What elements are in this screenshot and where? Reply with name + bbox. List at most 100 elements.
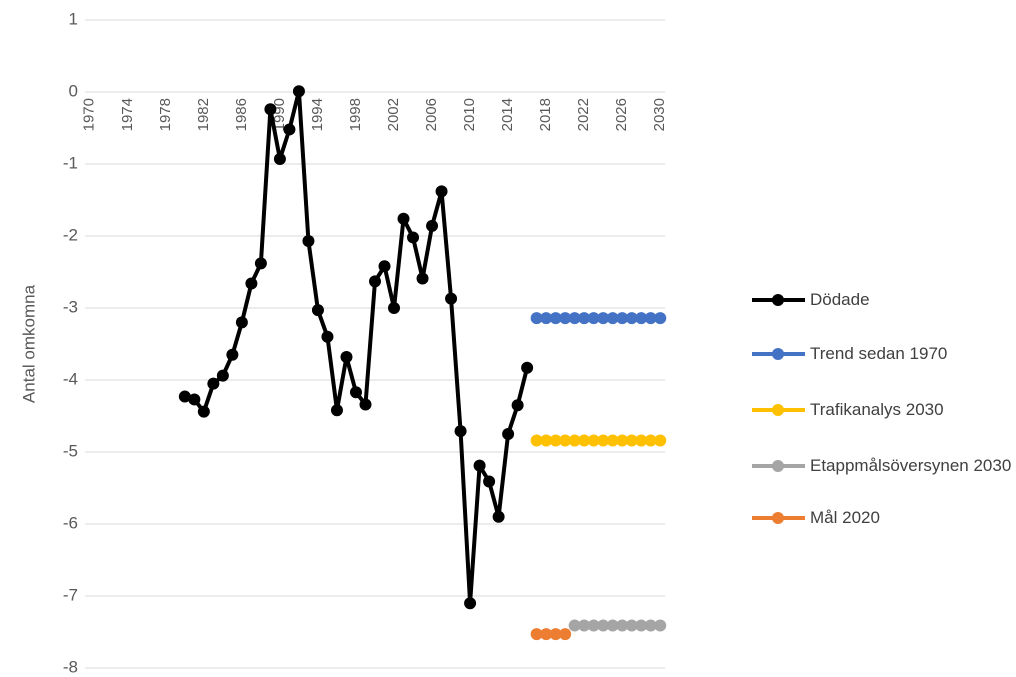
data-point — [435, 185, 448, 198]
data-point — [359, 398, 372, 411]
data-point — [625, 434, 638, 447]
data-point — [188, 393, 201, 406]
data-point — [635, 434, 648, 447]
legend-swatch-marker — [772, 512, 784, 524]
data-point — [292, 85, 305, 98]
data-point — [549, 434, 562, 447]
data-point — [606, 312, 619, 325]
legend-label: Dödade — [810, 290, 870, 309]
data-point — [587, 312, 600, 325]
data-point — [264, 103, 277, 116]
data-point — [245, 277, 258, 290]
data-point — [644, 619, 657, 632]
data-point — [388, 302, 401, 314]
x-tick-label: 2014 — [499, 98, 516, 131]
y-tick-label: -6 — [63, 513, 78, 532]
data-point — [273, 152, 286, 165]
data-point — [625, 312, 638, 325]
y-tick-label: -7 — [63, 585, 78, 604]
data-point — [407, 231, 420, 244]
x-tick-label: 1998 — [347, 98, 364, 131]
data-point — [578, 619, 591, 632]
data-point — [559, 434, 572, 447]
x-tick-label: 2030 — [651, 98, 668, 131]
data-point — [606, 619, 619, 632]
data-point — [502, 428, 515, 440]
y-tick-label: 1 — [69, 9, 78, 28]
data-point — [549, 312, 562, 325]
data-point — [540, 434, 553, 447]
data-point — [369, 275, 381, 288]
data-point — [644, 434, 657, 447]
data-point — [492, 510, 505, 523]
data-point — [178, 390, 191, 403]
legend-label: Mål 2020 — [810, 508, 880, 527]
data-point — [654, 312, 667, 325]
data-point — [235, 316, 248, 329]
data-point — [226, 348, 239, 361]
data-point — [654, 619, 667, 632]
data-point — [473, 459, 486, 472]
data-point — [378, 260, 391, 273]
x-tick-label: 2018 — [537, 98, 554, 131]
data-point — [197, 405, 210, 418]
data-point — [578, 434, 591, 447]
data-point — [540, 628, 553, 641]
legend-swatch-marker — [772, 294, 784, 306]
data-point — [587, 434, 600, 447]
data-point — [644, 312, 657, 325]
x-tick-label: 1974 — [119, 98, 136, 131]
legend-label: Etappmålsöversynen 2030 — [810, 456, 1012, 475]
data-point — [445, 292, 458, 305]
data-point — [635, 619, 648, 632]
x-tick-label: 2002 — [385, 98, 402, 131]
data-point — [616, 312, 629, 325]
data-point — [597, 312, 610, 325]
legend-swatch-marker — [772, 348, 784, 360]
data-point — [254, 257, 267, 270]
data-point — [654, 434, 667, 447]
y-tick-label: -2 — [63, 225, 78, 244]
data-point — [464, 597, 477, 610]
data-point — [530, 312, 543, 325]
data-point — [635, 312, 648, 325]
legend-label: Trend sedan 1970 — [810, 344, 948, 363]
x-tick-label: 1986 — [233, 98, 250, 131]
data-point — [540, 312, 553, 325]
data-point — [349, 386, 362, 399]
x-tick-label: 1978 — [157, 98, 174, 131]
data-point — [216, 369, 229, 382]
legend-swatch-marker — [772, 404, 784, 416]
x-tick-label: 1970 — [81, 98, 98, 131]
data-point — [302, 235, 315, 248]
x-tick-label: 2022 — [575, 98, 592, 131]
y-tick-label: -1 — [63, 153, 78, 172]
data-point — [416, 272, 429, 285]
data-point — [330, 404, 343, 417]
y-tick-label: -5 — [63, 441, 78, 460]
legend-label: Trafikanalys 2030 — [810, 400, 944, 419]
data-point — [568, 434, 581, 447]
data-point — [597, 619, 610, 632]
y-axis-title: Antal omkomna — [19, 284, 38, 403]
x-tick-label: 2006 — [423, 98, 440, 131]
data-point — [530, 628, 543, 641]
x-tick-label: 2010 — [461, 98, 478, 131]
data-point — [559, 312, 572, 325]
data-point — [616, 619, 629, 632]
y-tick-label: -4 — [63, 369, 78, 388]
data-point — [568, 312, 581, 325]
data-point — [549, 628, 562, 641]
data-point — [568, 619, 581, 632]
data-point — [578, 312, 591, 325]
data-point — [606, 434, 619, 447]
legend-swatch-marker — [772, 460, 784, 472]
y-tick-label: -8 — [63, 657, 78, 676]
data-point — [397, 212, 410, 225]
data-point — [625, 619, 638, 632]
x-tick-label: 2026 — [613, 98, 630, 131]
data-point — [426, 219, 439, 232]
y-tick-label: 0 — [69, 81, 78, 100]
